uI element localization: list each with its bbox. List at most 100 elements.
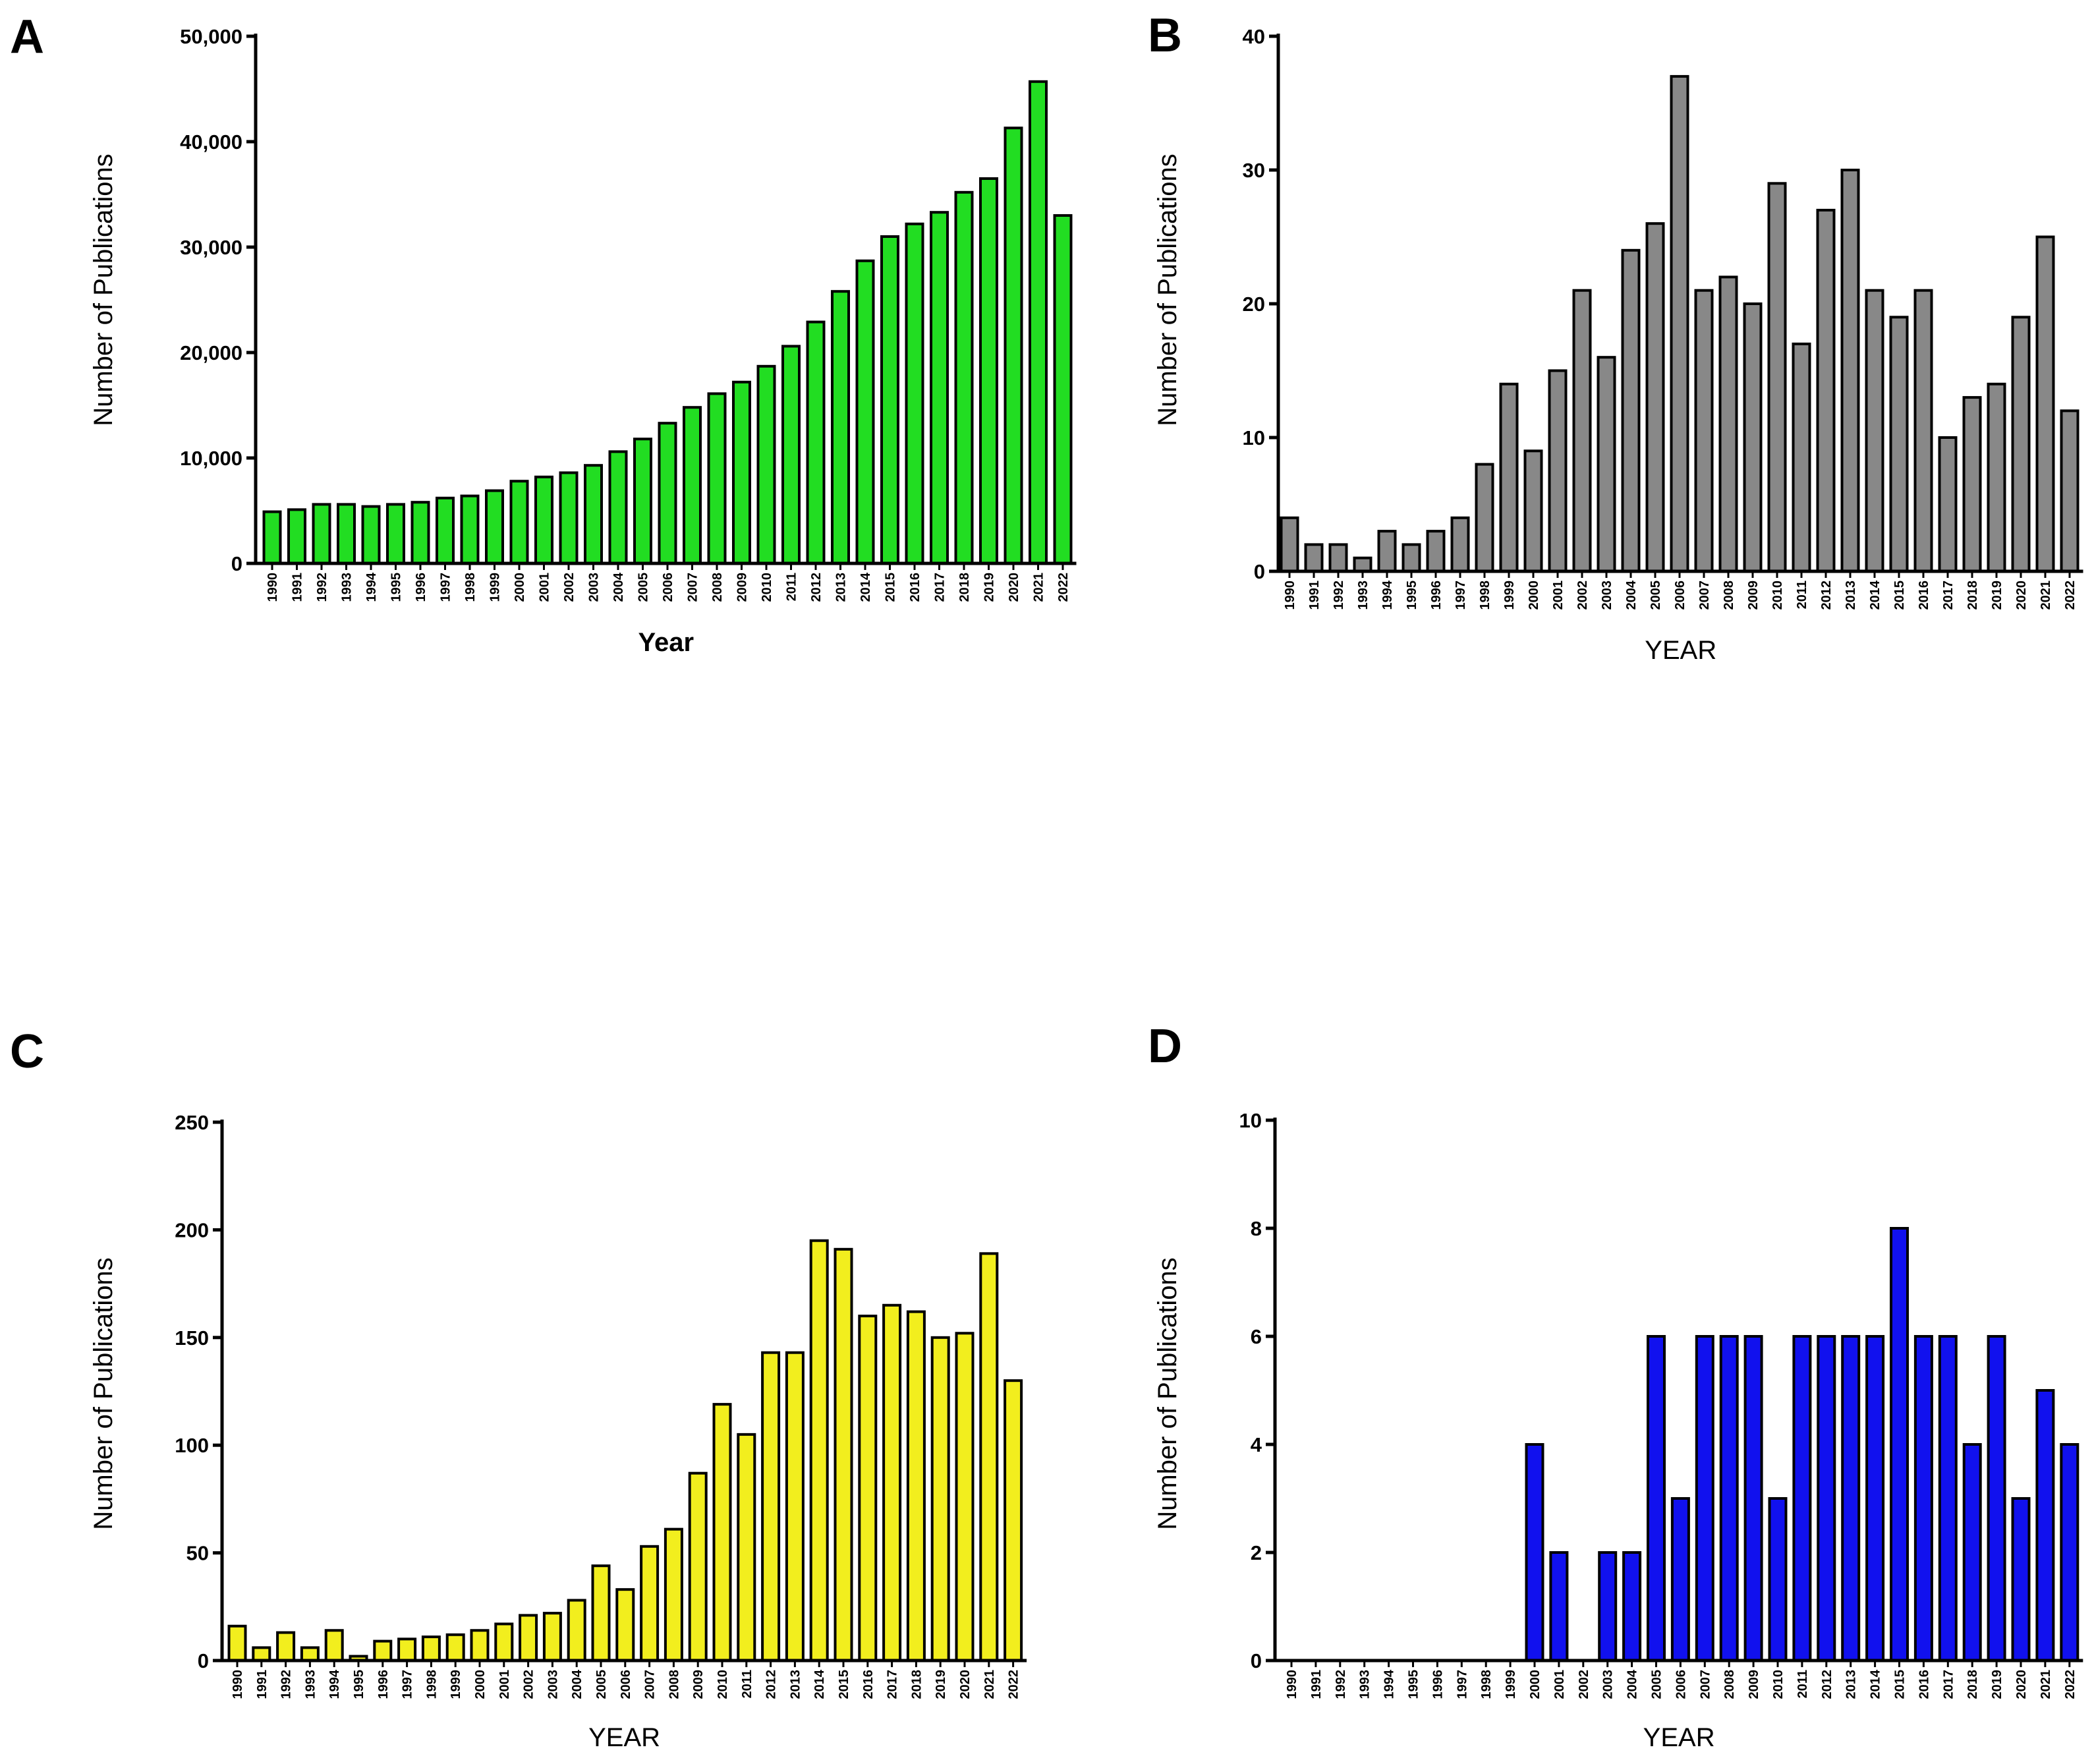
panel-c-bar-2000 bbox=[470, 1629, 490, 1663]
panel-b-x-tick-label: 2018 bbox=[1966, 581, 1980, 610]
panel-d-letter: D bbox=[1148, 1020, 1182, 1073]
panel-b-bar-1993 bbox=[1353, 556, 1372, 573]
panel-c-x-tick-label: 2003 bbox=[546, 1670, 560, 1699]
panel-b-y-tick-label: 30 bbox=[1243, 159, 1265, 182]
panel-a-x-tick-label: 2003 bbox=[587, 573, 602, 602]
panel-b-x-tick-label: 2003 bbox=[1600, 581, 1614, 610]
panel-b-letter: B bbox=[1148, 9, 1182, 62]
panel-c-x-tick-label: 1999 bbox=[449, 1670, 463, 1699]
panel-a-x-tick-label: 2010 bbox=[760, 573, 774, 602]
panel-d-bar-2012 bbox=[1817, 1335, 1836, 1662]
panel-d-x-tick-label: 2015 bbox=[1893, 1670, 1908, 1699]
panel-d-bar-2020 bbox=[2011, 1497, 2031, 1662]
panel-b-bar-2019 bbox=[1987, 382, 2006, 573]
panel-a-x-tick-label: 2017 bbox=[933, 573, 948, 602]
panel-c-x-tick-label: 2012 bbox=[764, 1670, 779, 1699]
panel-a-x-tick-label: 2001 bbox=[538, 573, 552, 602]
panel-b-x-tick-label: 2009 bbox=[1746, 581, 1761, 610]
panel-d-x-tick-label: 1997 bbox=[1455, 1670, 1469, 1699]
panel-d-x-tick-label: 2014 bbox=[1869, 1669, 1883, 1699]
panel-c-bar-1998 bbox=[421, 1636, 441, 1662]
panel-c-x-tick-label: 1995 bbox=[352, 1670, 366, 1699]
panel-a-bar-2020 bbox=[1004, 127, 1023, 565]
panel-c-x-tick-label: 2018 bbox=[909, 1670, 924, 1699]
panel-c-bar-2013 bbox=[785, 1351, 805, 1663]
panel-d-bar-2004 bbox=[1622, 1551, 1642, 1662]
panel-a-bar-2019 bbox=[979, 177, 998, 565]
panel-a-bar-2002 bbox=[559, 471, 579, 565]
panel-d-x-tick-label: 1996 bbox=[1430, 1670, 1445, 1699]
panel-b-x-tick-label: 1999 bbox=[1502, 581, 1517, 610]
panel-d-x-tick-label: 2022 bbox=[2063, 1670, 2078, 1699]
panel-c-bar-2018 bbox=[906, 1310, 926, 1662]
panel-c-x-tick-label: 2000 bbox=[473, 1670, 488, 1699]
panel-a-x-tick-label: 1995 bbox=[389, 573, 404, 602]
panel-d-x-tick-label: 2020 bbox=[2014, 1670, 2029, 1699]
panel-b-x-tick-label: 2002 bbox=[1575, 581, 1590, 610]
panel-c-bar-2008 bbox=[664, 1527, 683, 1663]
panel-a-bar-2005 bbox=[633, 438, 652, 565]
panel-a-bar-2021 bbox=[1029, 80, 1048, 565]
panel-a-x-label: Year bbox=[638, 628, 694, 657]
panel-b-x-tick-label: 2007 bbox=[1697, 581, 1712, 610]
panel-d-bar-2015 bbox=[1890, 1227, 1909, 1662]
panel-b-x-tick-label: 2014 bbox=[1868, 580, 1882, 610]
panel-a-x-tick-label: 1993 bbox=[340, 573, 354, 602]
panel-d-bar-2007 bbox=[1695, 1335, 1714, 1662]
panel-a-x-tick-label: 2007 bbox=[686, 573, 700, 602]
panel-a-x-tick-label: 1996 bbox=[414, 573, 428, 602]
panel-b-bar-2000 bbox=[1523, 449, 1543, 573]
panel-b-y-tick-label: 40 bbox=[1243, 25, 1265, 48]
panel-b-x-tick-label: 1996 bbox=[1429, 581, 1444, 610]
panel-a-bar-1996 bbox=[410, 501, 430, 565]
panel-d-bar-2021 bbox=[2035, 1389, 2055, 1662]
panel-a-bar-2001 bbox=[534, 475, 553, 565]
panel-b-x-tick-label: 2022 bbox=[2063, 581, 2078, 610]
panel-c-x-tick-label: 1990 bbox=[231, 1670, 245, 1699]
panel-a-x-tick-label: 2020 bbox=[1007, 573, 1021, 602]
panel-a-bar-1994 bbox=[361, 505, 381, 565]
panel-c-bar-2006 bbox=[615, 1588, 635, 1663]
panel-a-bar-1993 bbox=[337, 503, 356, 565]
panel-a-x-tick-label: 2002 bbox=[562, 573, 577, 602]
panel-c-bar-2015 bbox=[834, 1247, 853, 1662]
panel-a-x-tick-label: 2015 bbox=[884, 573, 898, 602]
panel-b-bar-1996 bbox=[1426, 530, 1446, 573]
panel-b-x-tick-label: 2010 bbox=[1770, 581, 1785, 610]
panel-d-x-tick-label: 2011 bbox=[1796, 1670, 1810, 1698]
panel-c-bar-2009 bbox=[688, 1471, 708, 1663]
panel-c-letter: C bbox=[10, 1025, 44, 1078]
panel-c-x-tick-label: 2022 bbox=[1007, 1670, 1021, 1699]
panel-d-bar-2018 bbox=[1962, 1443, 1982, 1662]
panel-c-bar-2017 bbox=[882, 1303, 902, 1662]
panel-b-bar-1998 bbox=[1475, 463, 1494, 573]
panel-c-x-tick-label: 1993 bbox=[303, 1670, 318, 1699]
panel-a-bar-2010 bbox=[756, 364, 776, 565]
panel-b-bar-2004 bbox=[1621, 248, 1641, 573]
panel-a-bar-1991 bbox=[287, 508, 306, 565]
panel-a-bar-2012 bbox=[806, 320, 826, 565]
panel-a-bar-2009 bbox=[732, 380, 751, 565]
panel-d-x-tick-label: 1990 bbox=[1285, 1670, 1299, 1699]
panel-c-x-tick-label: 2011 bbox=[740, 1670, 754, 1698]
panel-b-x-tick-label: 2011 bbox=[1795, 581, 1809, 609]
panel-d-x-tick-label: 1998 bbox=[1479, 1670, 1494, 1699]
panel-d-x-tick-label: 2001 bbox=[1552, 1670, 1567, 1699]
panel-b-bar-2022 bbox=[2060, 409, 2080, 573]
panel-b-bar-2021 bbox=[2035, 235, 2055, 573]
panel-c-bar-1996 bbox=[373, 1639, 393, 1662]
panel-a-x-tick-label: 2012 bbox=[809, 573, 824, 602]
panel-c-x-tick-label: 2020 bbox=[958, 1670, 973, 1699]
panel-c-y-tick-label: 250 bbox=[175, 1111, 209, 1134]
panel-a-y-tick-label: 40,000 bbox=[180, 130, 242, 154]
panel-b-bar-2017 bbox=[1938, 436, 1958, 573]
panel-d-bar-2013 bbox=[1841, 1335, 1861, 1662]
panel-a-x-tick-label: 2018 bbox=[957, 573, 972, 602]
panel-b-x-tick-label: 1992 bbox=[1332, 581, 1346, 610]
panel-c-x-label: YEAR bbox=[588, 1723, 660, 1752]
panel-b-bar-1992 bbox=[1328, 543, 1348, 573]
panel-a-x-tick-label: 2008 bbox=[710, 573, 725, 602]
panel-c-bar-2003 bbox=[542, 1612, 562, 1663]
panel-b-bar-2020 bbox=[2011, 316, 2031, 573]
